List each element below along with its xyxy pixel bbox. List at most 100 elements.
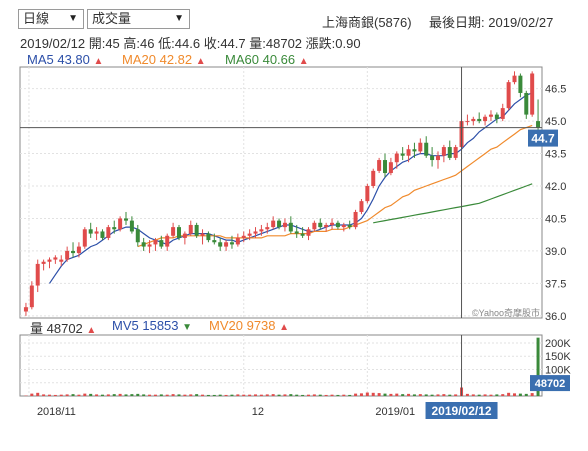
candle-body: [335, 222, 340, 228]
candle-body: [524, 92, 529, 115]
volume-bar: [71, 394, 75, 396]
high-label: 高:: [123, 36, 141, 51]
up-arrow-icon: ▲: [279, 322, 290, 333]
candle-body: [536, 121, 541, 128]
candle-body: [188, 224, 193, 234]
candle-body: [371, 170, 376, 187]
candle-body: [88, 229, 93, 234]
price-grid: [19, 66, 543, 319]
volume-bar: [395, 393, 399, 396]
crosshair-date-label: 2019/02/12: [432, 404, 492, 418]
crosshair-date-box: [425, 402, 498, 419]
volume-legend: 量 48702 ▲: [30, 318, 96, 337]
volume-bar: [359, 393, 363, 396]
volume-bar: [465, 393, 469, 396]
candle-body: [200, 233, 205, 236]
volume-tick-label: 100K: [545, 364, 571, 376]
candle-body: [465, 121, 470, 123]
volume-bar: [77, 394, 81, 396]
price-axis: 46.5 45.0 43.5 42.0 40.5 39.0 37.5 36.0: [545, 84, 566, 323]
up-arrow-icon: ▲: [93, 56, 104, 67]
candle-body: [406, 149, 411, 156]
mv20-value: 9738: [246, 318, 276, 333]
price-tick-label: 36.0: [545, 311, 566, 323]
volume-bar: [524, 393, 528, 396]
ohlc-readout: 2019/02/12 開:45 高:46 低:44.6 收:44.7 量:487…: [20, 33, 361, 52]
volume-bar: [100, 394, 104, 396]
candle-body: [388, 162, 393, 174]
volume-bar: [418, 394, 422, 396]
candle-body: [265, 227, 270, 230]
volume-bar: [254, 394, 258, 396]
volume-tick-label: 150K: [545, 351, 571, 363]
period-select[interactable]: 日線 ▼: [18, 9, 84, 29]
volume-bar: [407, 393, 411, 396]
volume-bar: [201, 394, 205, 396]
volume-bar: [330, 394, 334, 396]
candle-body: [447, 147, 452, 158]
up-arrow-icon: ▲: [195, 56, 206, 67]
ma20-legend: MA20 42.82 ▲: [122, 52, 206, 67]
candle-body: [224, 242, 229, 247]
volume-bar: [189, 394, 193, 396]
mv5-label: MV5: [112, 318, 139, 333]
candle-body: [212, 240, 217, 243]
volume-bar: [230, 394, 234, 396]
candle-body: [477, 118, 482, 122]
candle-body: [218, 242, 223, 247]
watermark: ©Yahoo奇摩股市: [472, 307, 540, 318]
candle-body: [341, 224, 346, 228]
candle-body: [82, 229, 87, 247]
candle-body: [247, 233, 252, 236]
change-label: 漲跌:: [305, 36, 336, 51]
volume-bar: [454, 394, 458, 396]
crosshair-volume-box: [530, 375, 570, 392]
volume-bar: [36, 392, 40, 396]
ma-line-ma60: [373, 183, 533, 224]
volume-bar: [289, 394, 293, 396]
low-value: 44.6: [174, 36, 201, 51]
volume-bar: [424, 394, 428, 396]
candle-body: [129, 220, 134, 232]
volume-bar: [206, 394, 210, 396]
volume-bar: [259, 394, 263, 396]
candle-body: [483, 116, 488, 122]
price-tick-label: 43.5: [545, 149, 566, 161]
mv5-value: 15853: [142, 318, 179, 333]
candle-body: [347, 224, 352, 228]
candle-body: [153, 240, 158, 245]
volume-bar: [277, 394, 281, 396]
volume-label: 量:: [249, 36, 266, 51]
volume-bar: [195, 394, 199, 396]
volume-bar: [53, 394, 57, 396]
volume-panel-frame: [19, 334, 543, 397]
change-value: 0.90: [335, 36, 361, 51]
open-value: 45: [105, 36, 120, 51]
volume-bar: [507, 392, 511, 396]
candle-body: [53, 257, 58, 260]
date-tick-label: 2018/11: [37, 406, 76, 418]
candle-body: [159, 240, 164, 247]
price-tick-label: 42.0: [545, 181, 566, 193]
volume-bar: [95, 394, 99, 396]
indicator-select[interactable]: 成交量 ▼: [87, 9, 190, 29]
volume-bars: [24, 337, 540, 396]
volume-bar: [442, 394, 446, 396]
candle-body: [441, 147, 446, 156]
stock-name: 上海商銀(5876): [322, 15, 412, 30]
candle-body: [94, 231, 99, 234]
volume-bar: [42, 394, 46, 396]
candle-body: [359, 201, 364, 212]
quote-date: 2019/02/12: [20, 36, 86, 51]
crosshair-price-box: [528, 129, 558, 147]
volume-bar: [383, 393, 387, 396]
candle-body: [300, 233, 305, 236]
candle-body: [194, 224, 199, 236]
volume-bar: [471, 394, 475, 396]
candle-body: [171, 227, 176, 236]
volume-tick-label: 200K: [545, 338, 571, 350]
candle-body: [65, 250, 70, 260]
ma60-legend: MA60 40.66 ▲: [225, 52, 309, 67]
price-tick-label: 39.0: [545, 246, 566, 258]
